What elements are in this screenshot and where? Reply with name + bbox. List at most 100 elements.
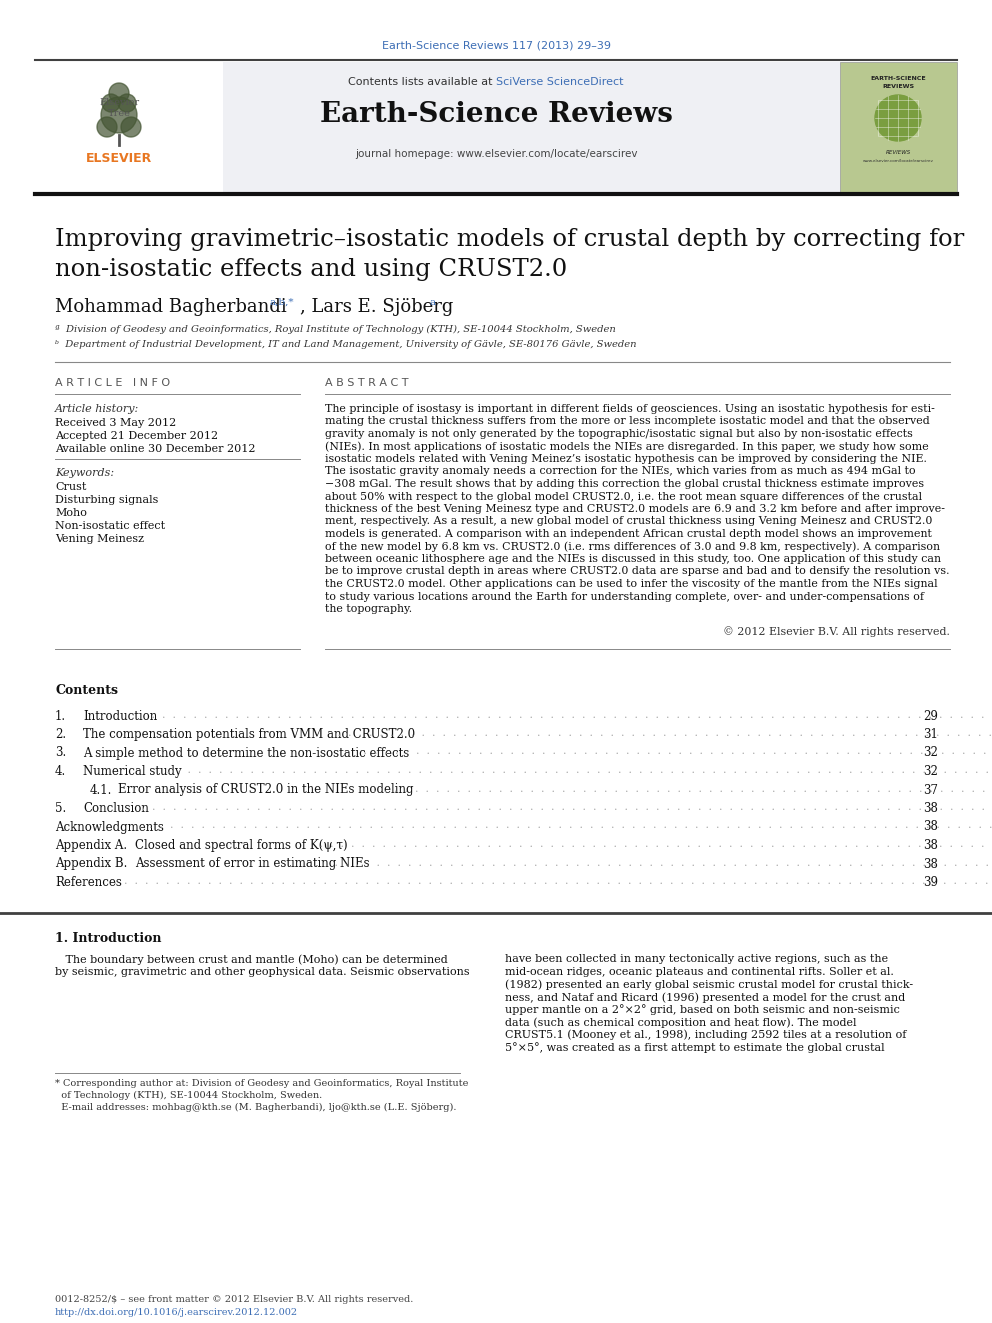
Circle shape <box>97 116 117 138</box>
Text: ment, respectively. As a result, a new global model of crustal thickness using V: ment, respectively. As a result, a new g… <box>325 516 932 527</box>
Text: Improving gravimetric–isostatic models of crustal depth by correcting for: Improving gravimetric–isostatic models o… <box>55 228 964 251</box>
Text: The principle of isostasy is important in different fields of geosciences. Using: The principle of isostasy is important i… <box>325 404 934 414</box>
Text: the CRUST2.0 model. Other applications can be used to infer the viscosity of the: the CRUST2.0 model. Other applications c… <box>325 579 937 589</box>
Text: .  .  .  .  .  .  .  .  .  .  .  .  .  .  .  .  .  .  .  .  .  .  .  .  .  .  . : . . . . . . . . . . . . . . . . . . . . … <box>331 857 992 868</box>
Text: 31: 31 <box>924 728 938 741</box>
Text: EARTH-SCIENCE: EARTH-SCIENCE <box>870 75 926 81</box>
Text: © 2012 Elsevier B.V. All rights reserved.: © 2012 Elsevier B.V. All rights reserved… <box>723 627 950 638</box>
Text: A B S T R A C T: A B S T R A C T <box>325 378 409 388</box>
Text: The boundary between crust and mantle (Moho) can be determined: The boundary between crust and mantle (M… <box>55 954 447 964</box>
Text: A simple method to determine the non-isostatic effects: A simple method to determine the non-iso… <box>83 746 410 759</box>
Text: .  .  .  .  .  .  .  .  .  .  .  .  .  .  .  .  .  .  .  .  .  .  .  .  .  .  . : . . . . . . . . . . . . . . . . . . . . … <box>109 876 992 886</box>
Text: 38: 38 <box>924 857 938 871</box>
Text: 4.1.: 4.1. <box>90 783 112 796</box>
Text: by seismic, gravimetric and other geophysical data. Seismic observations: by seismic, gravimetric and other geophy… <box>55 967 469 976</box>
Text: a: a <box>430 298 436 307</box>
Bar <box>35 62 957 192</box>
Text: 1. Introduction: 1. Introduction <box>55 933 162 946</box>
Text: 0012-8252/$ – see front matter © 2012 Elsevier B.V. All rights reserved.: 0012-8252/$ – see front matter © 2012 El… <box>55 1295 414 1304</box>
Text: .  .  .  .  .  .  .  .  .  .  .  .  .  .  .  .  .  .  .  .  .  .  .  .  .  .  . : . . . . . . . . . . . . . . . . . . . . … <box>360 746 992 757</box>
Text: .  .  .  .  .  .  .  .  .  .  .  .  .  .  .  .  .  .  .  .  .  .  .  .  .  .  . : . . . . . . . . . . . . . . . . . . . . … <box>135 820 992 831</box>
Text: upper mantle on a 2°×2° grid, based on both seismic and non-seismic: upper mantle on a 2°×2° grid, based on b… <box>505 1004 900 1015</box>
Text: 29: 29 <box>924 709 938 722</box>
Text: thickness of the best Vening Meinesz type and CRUST2.0 models are 6.9 and 3.2 km: thickness of the best Vening Meinesz typ… <box>325 504 945 515</box>
Text: Moho: Moho <box>55 508 87 519</box>
Text: Vening Meinesz: Vening Meinesz <box>55 534 144 544</box>
Circle shape <box>101 97 137 134</box>
Text: ELSEVIER: ELSEVIER <box>86 152 152 164</box>
Text: .  .  .  .  .  .  .  .  .  .  .  .  .  .  .  .  .  .  .  .  .  .  .  .  .  .  . : . . . . . . . . . . . . . . . . . . . . … <box>138 802 992 812</box>
Text: .  .  .  .  .  .  .  .  .  .  .  .  .  .  .  .  .  .  .  .  .  .  .  .  .  .  . : . . . . . . . . . . . . . . . . . . . . … <box>148 709 992 720</box>
Text: Introduction: Introduction <box>83 709 158 722</box>
Text: E-mail addresses: mohbag@kth.se (M. Bagherbandi), ljo@kth.se (L.E. Sjöberg).: E-mail addresses: mohbag@kth.se (M. Bagh… <box>55 1102 456 1111</box>
Text: Disturbing signals: Disturbing signals <box>55 495 159 505</box>
Text: Article history:: Article history: <box>55 404 139 414</box>
Text: Closed and spectral forms of K(ψ,τ): Closed and spectral forms of K(ψ,τ) <box>135 839 347 852</box>
Text: Received 3 May 2012: Received 3 May 2012 <box>55 418 177 429</box>
Circle shape <box>875 95 921 142</box>
Text: 39: 39 <box>923 876 938 889</box>
Text: http://dx.doi.org/10.1016/j.earscirev.2012.12.002: http://dx.doi.org/10.1016/j.earscirev.20… <box>55 1308 299 1316</box>
Text: .  .  .  .  .  .  .  .  .  .  .  .  .  .  .  .  .  .  .  .  .  .  .  .  .  .  . : . . . . . . . . . . . . . . . . . . . . … <box>334 728 992 738</box>
Text: −308 mGal. The result shows that by adding this correction the global crustal th: −308 mGal. The result shows that by addi… <box>325 479 925 490</box>
Text: SciVerse ScienceDirect: SciVerse ScienceDirect <box>496 77 624 87</box>
Text: REVIEWS: REVIEWS <box>886 149 911 155</box>
Text: to study various locations around the Earth for understanding complete, over- an: to study various locations around the Ea… <box>325 591 924 602</box>
Text: journal homepage: www.elsevier.com/locate/earscirev: journal homepage: www.elsevier.com/locat… <box>355 149 637 159</box>
Text: References: References <box>55 876 122 889</box>
Circle shape <box>121 116 141 138</box>
Text: 37: 37 <box>923 783 938 796</box>
Circle shape <box>109 83 129 103</box>
Text: A R T I C L E   I N F O: A R T I C L E I N F O <box>55 378 170 388</box>
Text: The isostatic gravity anomaly needs a correction for the NIEs, which varies from: The isostatic gravity anomaly needs a co… <box>325 467 916 476</box>
Text: Mohammad Bagherbandi: Mohammad Bagherbandi <box>55 298 287 316</box>
Text: Available online 30 December 2012: Available online 30 December 2012 <box>55 445 256 454</box>
Text: Non-isostatic effect: Non-isostatic effect <box>55 521 165 531</box>
Text: Appendix B.: Appendix B. <box>55 857 127 871</box>
Text: be to improve crustal depth in areas where CRUST2.0 data are sparse and bad and : be to improve crustal depth in areas whe… <box>325 566 949 577</box>
Text: (NIEs). In most applications of isostatic models the NIEs are disregarded. In th: (NIEs). In most applications of isostati… <box>325 442 929 452</box>
Text: 2.: 2. <box>55 728 66 741</box>
Text: 38: 38 <box>924 839 938 852</box>
Text: gravity anomaly is not only generated by the topographic/isostatic signal but al: gravity anomaly is not only generated by… <box>325 429 913 439</box>
Text: ᵇ  Department of Industrial Development, IT and Land Management, University of G: ᵇ Department of Industrial Development, … <box>55 340 637 349</box>
Text: Assessment of error in estimating NIEs: Assessment of error in estimating NIEs <box>135 857 370 871</box>
Text: CRUST5.1 (Mooney et al., 1998), including 2592 tiles at a resolution of: CRUST5.1 (Mooney et al., 1998), includin… <box>505 1029 907 1040</box>
Text: 32: 32 <box>924 746 938 759</box>
Text: mating the crustal thickness suffers from the more or less incomplete isostatic : mating the crustal thickness suffers fro… <box>325 417 930 426</box>
Text: (1982) presented an early global seismic crustal model for crustal thick-: (1982) presented an early global seismic… <box>505 979 913 990</box>
Text: non-isostatic effects and using CRUST2.0: non-isostatic effects and using CRUST2.0 <box>55 258 567 280</box>
Text: www.elsevier.com/locate/earscirev: www.elsevier.com/locate/earscirev <box>862 159 933 163</box>
Text: have been collected in many tectonically active regions, such as the: have been collected in many tectonically… <box>505 954 888 964</box>
Text: 4.: 4. <box>55 765 66 778</box>
Text: The compensation potentials from VMM and CRUST2.0: The compensation potentials from VMM and… <box>83 728 415 741</box>
Text: .  .  .  .  .  .  .  .  .  .  .  .  .  .  .  .  .  .  .  .  .  .  .  .  .  .  . : . . . . . . . . . . . . . . . . . . . . … <box>315 839 992 849</box>
Text: .  .  .  .  .  .  .  .  .  .  .  .  .  .  .  .  .  .  .  .  .  .  .  .  .  .  . : . . . . . . . . . . . . . . . . . . . . … <box>163 765 992 775</box>
Text: Acknowledgments: Acknowledgments <box>55 820 164 833</box>
Text: Elsevier
Tree: Elsevier Tree <box>99 98 139 118</box>
Text: Accepted 21 December 2012: Accepted 21 December 2012 <box>55 431 218 441</box>
Text: 38: 38 <box>924 802 938 815</box>
Circle shape <box>118 94 136 112</box>
Text: Numerical study: Numerical study <box>83 765 182 778</box>
Text: 1.: 1. <box>55 709 66 722</box>
Text: data (such as chemical composition and heat flow). The model: data (such as chemical composition and h… <box>505 1017 856 1028</box>
Text: ª  Division of Geodesy and Geoinformatics, Royal Institute of Technology (KTH), : ª Division of Geodesy and Geoinformatics… <box>55 325 616 335</box>
Text: ness, and Nataf and Ricard (1996) presented a model for the crust and: ness, and Nataf and Ricard (1996) presen… <box>505 992 906 1003</box>
Text: of Technology (KTH), SE-10044 Stockholm, Sweden.: of Technology (KTH), SE-10044 Stockholm,… <box>55 1090 322 1099</box>
Text: Contents: Contents <box>55 684 118 696</box>
Text: * Corresponding author at: Division of Geodesy and Geoinformatics, Royal Institu: * Corresponding author at: Division of G… <box>55 1078 468 1088</box>
Text: 32: 32 <box>924 765 938 778</box>
Text: Earth-Science Reviews 117 (2013) 29–39: Earth-Science Reviews 117 (2013) 29–39 <box>382 41 610 52</box>
Text: 38: 38 <box>924 820 938 833</box>
Bar <box>840 62 957 192</box>
Text: Appendix A.: Appendix A. <box>55 839 127 852</box>
Text: models is generated. A comparison with an independent African crustal depth mode: models is generated. A comparison with a… <box>325 529 931 538</box>
Text: Contents lists available at: Contents lists available at <box>348 77 496 87</box>
Text: Earth-Science Reviews: Earth-Science Reviews <box>319 102 673 128</box>
Circle shape <box>102 94 120 112</box>
Bar <box>35 62 223 192</box>
Text: , Lars E. Sjöberg: , Lars E. Sjöberg <box>300 298 453 316</box>
Text: 5.: 5. <box>55 802 66 815</box>
Text: 5°×5°, was created as a first attempt to estimate the global crustal: 5°×5°, was created as a first attempt to… <box>505 1043 885 1053</box>
